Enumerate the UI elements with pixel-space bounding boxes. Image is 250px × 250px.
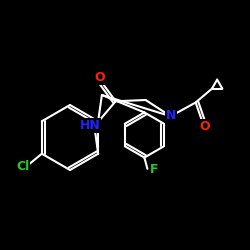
Text: N: N bbox=[166, 109, 176, 122]
Text: F: F bbox=[150, 163, 158, 176]
Text: Cl: Cl bbox=[16, 160, 29, 173]
Text: HN: HN bbox=[80, 119, 100, 132]
Text: O: O bbox=[199, 120, 210, 132]
Text: O: O bbox=[94, 71, 105, 84]
